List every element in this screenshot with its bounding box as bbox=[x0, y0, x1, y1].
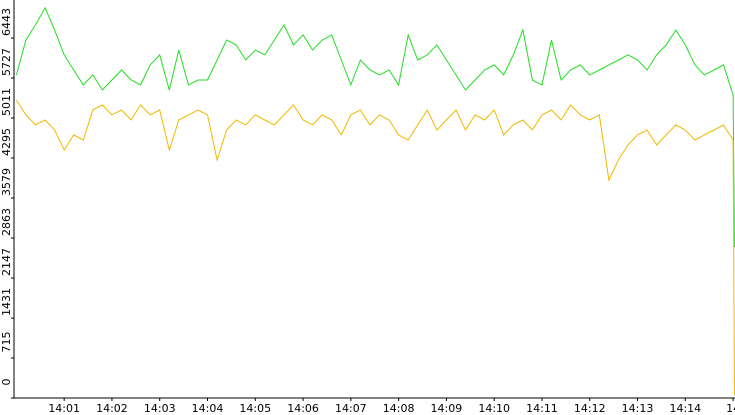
x-tick-label: 14 bbox=[726, 402, 735, 415]
y-tick-label: 5727 bbox=[0, 48, 13, 76]
x-tick-label: 14:03 bbox=[144, 402, 176, 415]
y-tick-label: 5011 bbox=[0, 88, 13, 116]
x-tick-label: 14:05 bbox=[239, 402, 271, 415]
x-tick-label: 14:11 bbox=[526, 402, 558, 415]
x-tick-label: 14:14 bbox=[669, 402, 701, 415]
y-tick-label: 3579 bbox=[0, 168, 13, 196]
y-tick-label: 0 bbox=[0, 379, 13, 386]
x-tick-label: 14:09 bbox=[431, 402, 463, 415]
x-tick-label: 14:12 bbox=[574, 402, 606, 415]
x-tick-label: 14:01 bbox=[48, 402, 80, 415]
data-line bbox=[15, 99, 735, 396]
x-tick-label: 14:07 bbox=[335, 402, 367, 415]
y-tick-label: 4295 bbox=[0, 128, 13, 156]
data-line bbox=[15, 6, 735, 248]
x-tick-label: 14:08 bbox=[383, 402, 415, 415]
x-tick-label: 14:02 bbox=[96, 402, 128, 415]
x-tick-label: 14:10 bbox=[478, 402, 510, 415]
x-tick-label: 14:04 bbox=[192, 402, 224, 415]
y-tick-label: 2147 bbox=[0, 248, 13, 276]
y-tick-label: 1431 bbox=[0, 288, 13, 316]
y-tick-label: 715 bbox=[0, 332, 13, 353]
x-tick-label: 14:13 bbox=[622, 402, 654, 415]
y-tick-label: 6443 bbox=[0, 8, 13, 36]
y-tick-label: 2863 bbox=[0, 208, 13, 236]
x-tick-label: 14:06 bbox=[287, 402, 319, 415]
